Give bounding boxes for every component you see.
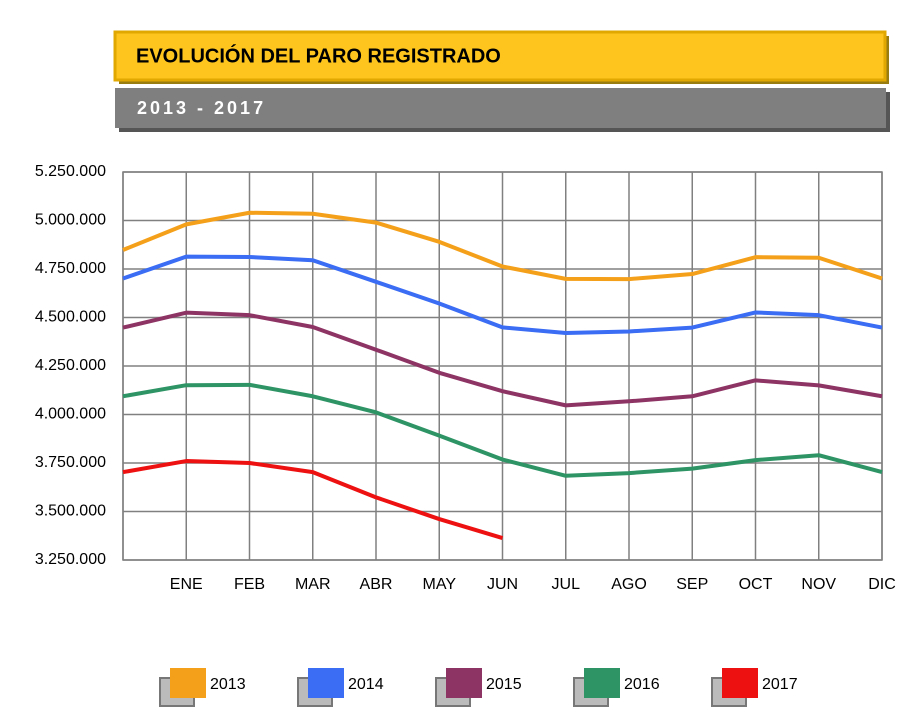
x-tick-label: JUN <box>487 576 518 593</box>
y-tick-label: 5.000.000 <box>35 212 106 229</box>
x-tick-label: AGO <box>611 576 647 593</box>
legend-label: 2016 <box>624 676 660 693</box>
title-box <box>113 30 887 82</box>
legend-label: 2015 <box>486 676 522 693</box>
x-tick-label: FEB <box>234 576 265 593</box>
series-line <box>122 459 504 540</box>
x-tick-label: DIC <box>868 576 896 593</box>
x-tick-label: NOV <box>801 576 836 593</box>
y-tick-label: 4.500.000 <box>35 309 106 326</box>
legend-label: 2017 <box>762 676 798 693</box>
x-tick-label: ENE <box>170 576 203 593</box>
chart-subtitle: 2013 - 2017 <box>137 98 266 118</box>
y-tick-label: 3.500.000 <box>35 503 106 520</box>
series-line <box>122 382 883 478</box>
legend-swatch <box>584 668 620 698</box>
y-tick-label: 4.000.000 <box>35 406 106 423</box>
legend-swatch <box>446 668 482 698</box>
legend-swatch <box>722 668 758 698</box>
series-line <box>122 210 883 282</box>
chart-title: EVOLUCIÓN DEL PARO REGISTRADO <box>136 43 501 67</box>
y-tick-label: 4.250.000 <box>35 357 106 374</box>
y-tick-label: 5.250.000 <box>35 163 106 180</box>
x-tick-label: MAY <box>423 576 457 593</box>
subtitle-box <box>115 88 886 128</box>
x-tick-label: ABR <box>360 576 393 593</box>
x-tick-label: SEP <box>676 576 708 593</box>
x-tick-label: OCT <box>739 576 773 593</box>
legend-swatch <box>170 668 206 698</box>
series-line <box>122 310 883 408</box>
legend-label: 2014 <box>348 676 384 693</box>
y-tick-label: 3.250.000 <box>35 551 106 568</box>
legend-swatch <box>308 668 344 698</box>
x-tick-label: MAR <box>295 576 331 593</box>
series-line <box>122 254 883 336</box>
x-tick-label: JUL <box>552 576 581 593</box>
legend-label: 2013 <box>210 676 246 693</box>
y-tick-label: 3.750.000 <box>35 454 106 471</box>
y-tick-label: 4.750.000 <box>35 260 106 277</box>
